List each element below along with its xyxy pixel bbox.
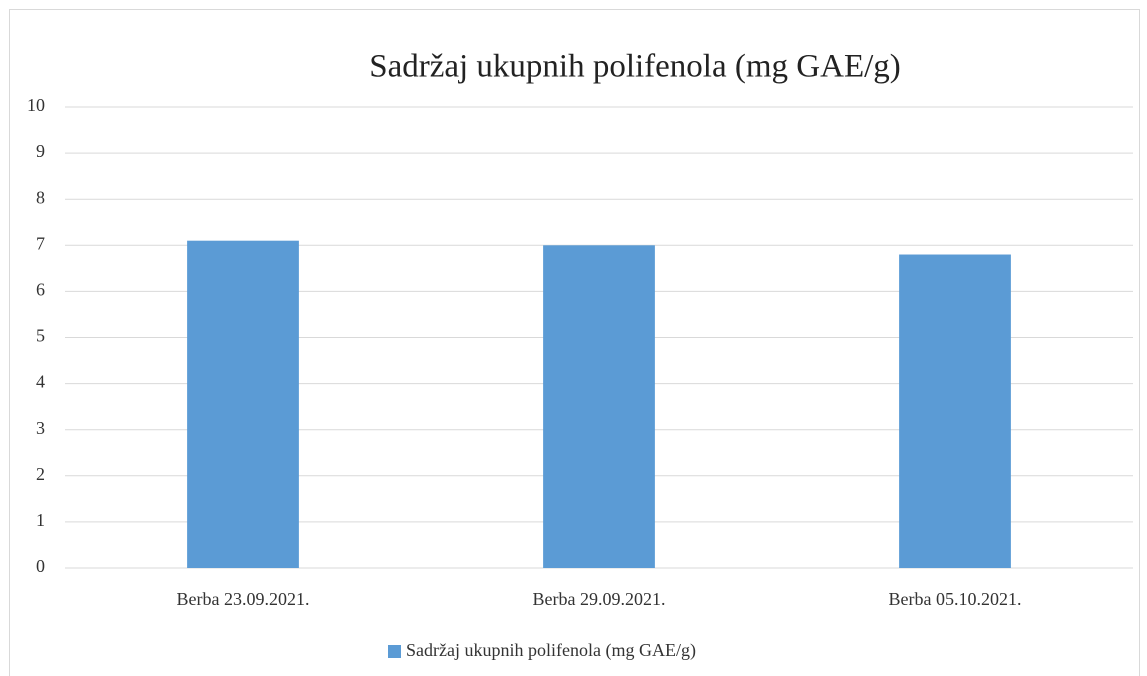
- legend-label: Sadržaj ukupnih polifenola (mg GAE/g): [406, 640, 696, 661]
- x-tick-label: Berba 23.09.2021.: [177, 589, 310, 609]
- y-tick-label: 10: [27, 95, 45, 115]
- y-tick-label: 5: [36, 326, 45, 346]
- x-tick-label: Berba 29.09.2021.: [533, 589, 666, 609]
- y-tick-label: 0: [36, 556, 45, 576]
- chart-title: Sadržaj ukupnih polifenola (mg GAE/g): [369, 49, 901, 85]
- y-tick-label: 6: [36, 280, 45, 300]
- y-tick-label: 9: [36, 141, 45, 161]
- bar: [899, 254, 1011, 568]
- x-tick-label: Berba 05.10.2021.: [889, 589, 1022, 609]
- y-tick-label: 8: [36, 187, 45, 207]
- chart-border: [9, 9, 1140, 676]
- y-tick-label: 1: [36, 510, 45, 530]
- y-tick-label: 2: [36, 464, 45, 484]
- legend-swatch: [388, 645, 401, 658]
- y-tick-label: 4: [36, 372, 45, 392]
- bar: [187, 240, 299, 568]
- bar: [543, 245, 655, 569]
- y-tick-label: 3: [36, 418, 45, 438]
- y-tick-label: 7: [36, 233, 45, 253]
